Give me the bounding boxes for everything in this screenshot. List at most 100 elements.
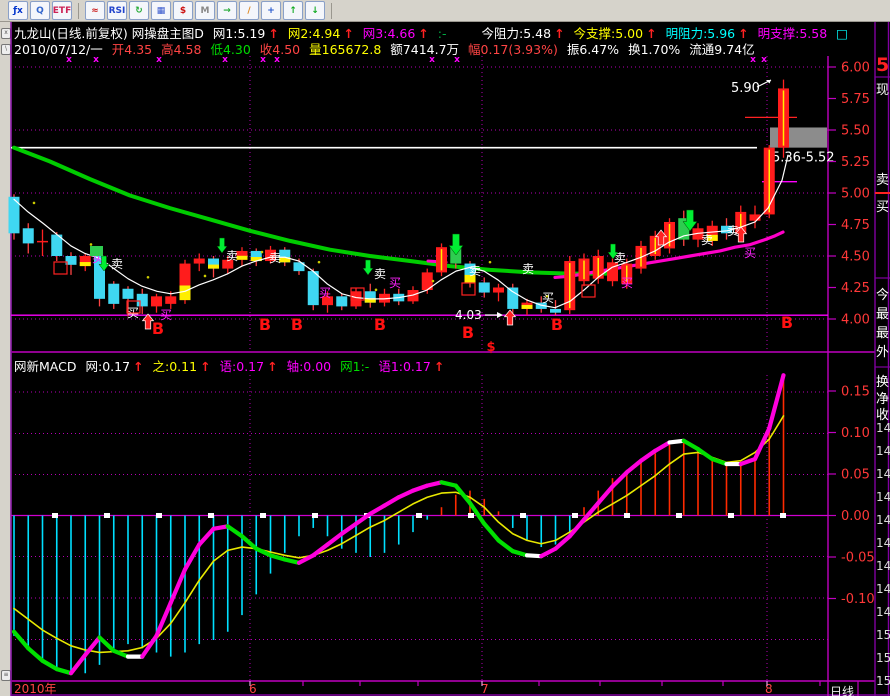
buy-signal-B: B <box>152 319 164 338</box>
svg-text:x: x <box>750 55 756 65</box>
fx-icon[interactable]: ƒx <box>8 1 28 20</box>
svg-text:卖: 卖 <box>522 262 534 276</box>
sell-queue-label: 卖 <box>876 173 890 188</box>
zoom-icon[interactable]: Q <box>30 1 50 20</box>
money-icon[interactable]: $ <box>173 1 193 20</box>
dollar-mark: $ <box>486 340 495 355</box>
header-token: 之:0.11 <box>152 359 198 374</box>
etf-icon[interactable]: ETF <box>52 1 72 20</box>
svg-text:0.10: 0.10 <box>841 426 870 441</box>
svg-text:4.50: 4.50 <box>841 250 870 265</box>
sidebar-field: 15 <box>876 674 890 688</box>
header-token: 额7414.7万 <box>390 42 460 57</box>
up-arrow-icon: ↑ <box>268 26 279 41</box>
sidebar-field: 14 <box>876 582 890 596</box>
svg-text:卖: 卖 <box>727 224 739 238</box>
header-token: 明阻力:5.96 <box>665 26 736 41</box>
mouse-icon[interactable]: M <box>195 1 215 20</box>
toolbar-separator <box>331 2 332 19</box>
time-axis-label: 8 <box>765 682 773 696</box>
svg-text:-0.05: -0.05 <box>841 551 875 566</box>
wave-icon[interactable]: ≈ <box>85 1 105 20</box>
header-token: 网1:- <box>340 359 370 374</box>
grid-icon[interactable]: ▦ <box>151 1 171 20</box>
up-arrow-icon: ↑ <box>200 359 211 374</box>
up-arrow-icon: ↑ <box>418 26 429 41</box>
header-token: 高4.58 <box>161 42 202 57</box>
header-token: □ <box>836 26 848 41</box>
toolbar-separator <box>78 2 79 19</box>
svg-text:买: 买 <box>389 276 401 290</box>
svg-text:4.00: 4.00 <box>841 313 870 328</box>
svg-text:4.25: 4.25 <box>841 281 870 296</box>
low-price-label: 4.03 <box>455 308 482 322</box>
up-arrow-icon: ↑ <box>554 26 565 41</box>
sidebar-field: 14 <box>876 490 890 504</box>
header-token: 幅0.17(3.93%) <box>468 42 558 57</box>
svg-text:x: x <box>222 55 228 65</box>
sidebar-field: 14 <box>876 559 890 573</box>
header-token: 网:0.17 <box>85 359 131 374</box>
sidebar-field: 14 <box>876 605 890 619</box>
svg-text:卖: 卖 <box>469 264 481 278</box>
header-token: 网新MACD <box>14 359 77 374</box>
svg-text:x: x <box>156 55 162 65</box>
up-arrow-icon: ↑ <box>133 359 144 374</box>
arrow-down-icon[interactable]: ↓ <box>305 1 325 20</box>
sidebar-field: 15 <box>876 628 890 642</box>
svg-text:x: x <box>761 55 767 65</box>
toolbar: ƒx Q ETF ≈ RSI ↻ ▦ $ M → / + ↑ ↓ <box>0 0 890 22</box>
rsi-icon[interactable]: RSI <box>107 1 127 20</box>
up-arrow-icon: ↑ <box>267 359 278 374</box>
time-axis-label: 7 <box>481 682 489 696</box>
header-token: 网1:5.19 <box>212 26 266 41</box>
header-token: 今阻力:5.48 <box>481 26 552 41</box>
high-price-label: 5.90 <box>731 81 760 96</box>
header-token: 开4.35 <box>111 42 153 57</box>
quote-header-line1: 九龙山(日线.前复权) 网操盘主图D 网1:5.19 ↑ 网2:4.94 ↑ 网3:4.6… <box>14 23 857 42</box>
time-axis-label: 2010年 <box>14 682 57 696</box>
header-token: 换1.70% <box>628 42 681 57</box>
svg-text:x: x <box>274 55 280 65</box>
svg-text:0.00: 0.00 <box>841 509 870 524</box>
move-icon[interactable]: + <box>261 1 281 20</box>
header-token: 流通9.74亿 <box>689 42 755 57</box>
sidebar-field: 14 <box>876 536 890 550</box>
period-selector[interactable]: 日线 <box>830 685 855 696</box>
arrow-up-icon[interactable]: ↑ <box>283 1 303 20</box>
svg-text:x: x <box>454 55 460 65</box>
pencil-icon[interactable]: / <box>239 1 259 20</box>
header-token: 明支撑:5.58 <box>757 26 828 41</box>
time-axis-label: 6 <box>249 682 257 696</box>
svg-text:买: 买 <box>319 286 331 300</box>
sidebar-field: 换 <box>876 375 890 390</box>
buy-signal-B: B <box>551 315 563 334</box>
svg-text:5.00: 5.00 <box>841 187 870 202</box>
sidebar-field: 净 <box>876 391 890 407</box>
svg-text:卖: 卖 <box>374 267 386 281</box>
range-box-label: 5.36-5.52 <box>772 151 835 166</box>
sidebar-field: 最 <box>876 307 890 322</box>
last-price: 5.5 <box>876 54 890 76</box>
svg-text:卖: 卖 <box>269 251 281 265</box>
header-token: 网3:4.66 <box>362 26 416 41</box>
buy-signal-B: B <box>374 315 386 334</box>
buy-signal-B: B <box>259 315 271 334</box>
svg-text:卖: 卖 <box>701 233 713 247</box>
svg-text:买: 买 <box>542 291 554 305</box>
header-token: 2010/07/12/一 <box>14 42 103 57</box>
refresh-icon[interactable]: ↻ <box>129 1 149 20</box>
sidebar-field: 最 <box>876 326 890 341</box>
header-token: 振6.47% <box>566 42 620 57</box>
svg-text:买: 买 <box>744 246 756 260</box>
sidebar-field: 15 <box>876 651 890 665</box>
header-token: 收4.50 <box>259 42 301 57</box>
svg-text:5.75: 5.75 <box>841 92 870 107</box>
exit-icon[interactable]: → <box>217 1 237 20</box>
svg-text:卖: 卖 <box>614 251 626 265</box>
up-arrow-icon: ↑ <box>646 26 657 41</box>
header-token: 语:0.17 <box>219 359 265 374</box>
